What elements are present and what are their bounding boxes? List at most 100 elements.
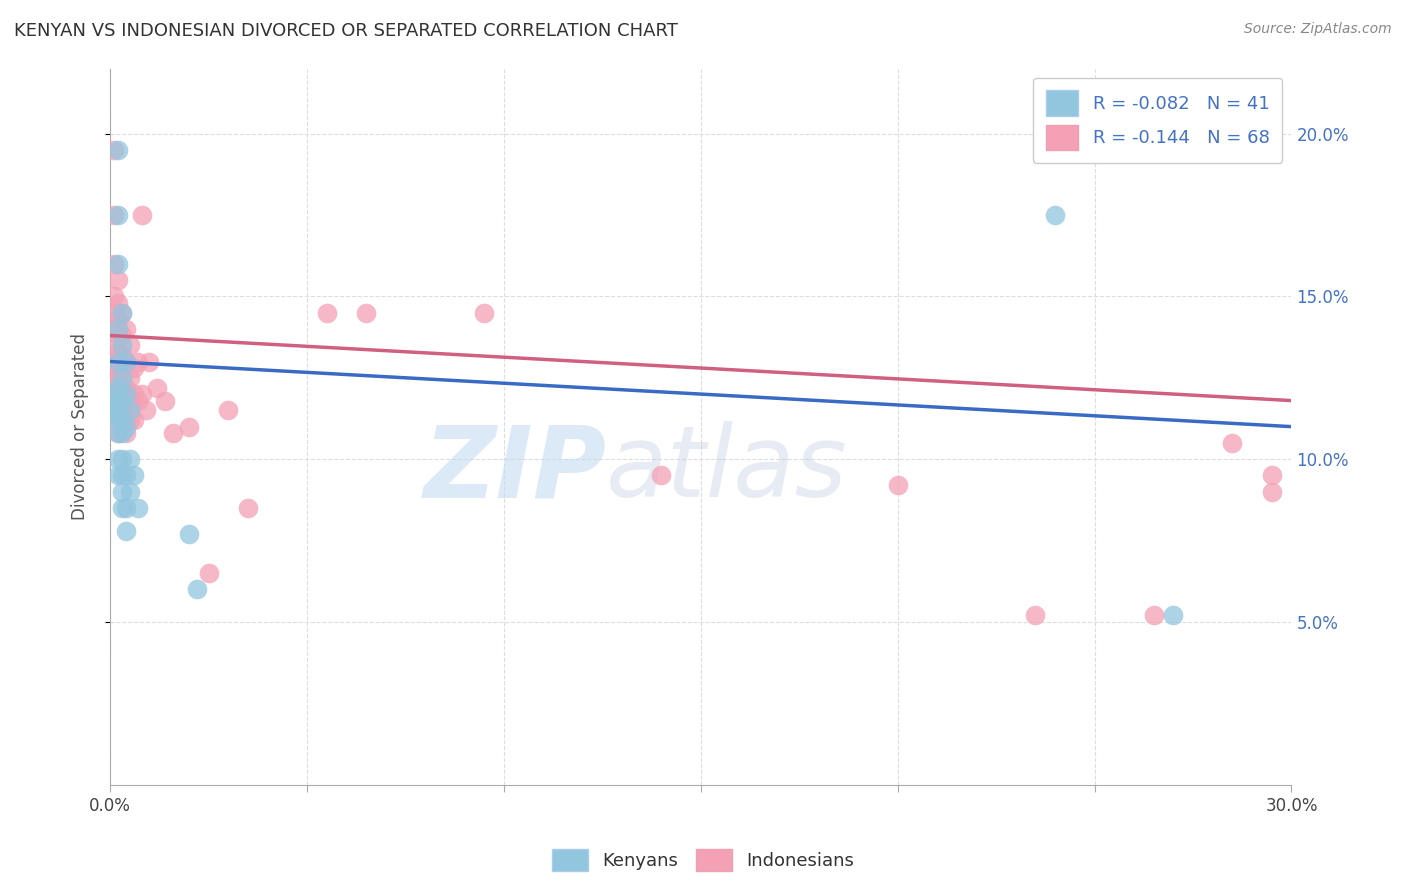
- Point: [111, 413, 134, 427]
- Point: [122, 361, 145, 376]
- Point: [103, 322, 125, 336]
- Point: [118, 413, 141, 427]
- Point: [107, 354, 129, 368]
- Point: [111, 426, 134, 441]
- Text: KENYAN VS INDONESIAN DIVORCED OR SEPARATED CORRELATION CHART: KENYAN VS INDONESIAN DIVORCED OR SEPARAT…: [14, 22, 678, 40]
- Point: [103, 387, 125, 401]
- Point: [107, 296, 129, 310]
- Point: [177, 527, 200, 541]
- Point: [111, 380, 134, 394]
- Point: [114, 413, 136, 427]
- Point: [103, 407, 125, 421]
- Text: atlas: atlas: [606, 421, 848, 518]
- Point: [114, 524, 136, 538]
- Point: [1261, 468, 1284, 483]
- Point: [118, 403, 141, 417]
- Legend: R = -0.082   N = 41, R = -0.144   N = 68: R = -0.082 N = 41, R = -0.144 N = 68: [1033, 78, 1282, 163]
- Point: [177, 419, 200, 434]
- Point: [107, 468, 129, 483]
- Point: [472, 306, 495, 320]
- Point: [103, 208, 125, 222]
- Point: [111, 338, 134, 352]
- Point: [103, 338, 125, 352]
- Point: [315, 306, 337, 320]
- Point: [131, 208, 153, 222]
- Point: [103, 371, 125, 385]
- Point: [103, 306, 125, 320]
- Point: [122, 468, 145, 483]
- Point: [114, 393, 136, 408]
- Point: [103, 289, 125, 303]
- Point: [1261, 484, 1284, 499]
- Point: [114, 419, 136, 434]
- Point: [127, 501, 149, 516]
- Point: [107, 380, 129, 394]
- Text: Source: ZipAtlas.com: Source: ZipAtlas.com: [1244, 22, 1392, 37]
- Point: [111, 371, 134, 385]
- Point: [107, 426, 129, 441]
- Point: [107, 452, 129, 467]
- Point: [107, 426, 129, 441]
- Point: [153, 393, 176, 408]
- Point: [111, 328, 134, 343]
- Point: [186, 582, 208, 597]
- Point: [111, 403, 134, 417]
- Point: [127, 393, 149, 408]
- Point: [107, 393, 129, 408]
- Point: [111, 484, 134, 499]
- Point: [107, 413, 129, 427]
- Point: [107, 380, 129, 394]
- Point: [1024, 608, 1046, 623]
- Point: [111, 393, 134, 408]
- Text: ZIP: ZIP: [423, 421, 606, 518]
- Point: [114, 501, 136, 516]
- Point: [162, 426, 184, 441]
- Point: [1043, 208, 1066, 222]
- Point: [111, 501, 134, 516]
- Point: [103, 257, 125, 271]
- Point: [1143, 608, 1166, 623]
- Point: [114, 354, 136, 368]
- Point: [103, 387, 125, 401]
- Point: [107, 208, 129, 222]
- Point: [1222, 436, 1244, 450]
- Point: [114, 468, 136, 483]
- Point: [886, 478, 908, 492]
- Point: [103, 400, 125, 414]
- Point: [111, 452, 134, 467]
- Point: [111, 413, 134, 427]
- Point: [127, 354, 149, 368]
- Point: [131, 387, 153, 401]
- Point: [107, 413, 129, 427]
- Point: [118, 393, 141, 408]
- Point: [118, 484, 141, 499]
- Point: [114, 380, 136, 394]
- Point: [118, 452, 141, 467]
- Point: [138, 354, 160, 368]
- Legend: Kenyans, Indonesians: Kenyans, Indonesians: [544, 842, 862, 879]
- Point: [114, 387, 136, 401]
- Point: [107, 273, 129, 287]
- Point: [107, 354, 129, 368]
- Point: [103, 393, 125, 408]
- Point: [107, 403, 129, 417]
- Point: [107, 322, 129, 336]
- Point: [107, 257, 129, 271]
- Y-axis label: Divorced or Separated: Divorced or Separated: [72, 333, 89, 520]
- Point: [118, 371, 141, 385]
- Point: [111, 393, 134, 408]
- Point: [1163, 608, 1185, 623]
- Point: [236, 501, 259, 516]
- Point: [103, 361, 125, 376]
- Point: [134, 403, 156, 417]
- Point: [107, 344, 129, 359]
- Point: [197, 566, 219, 581]
- Point: [217, 403, 239, 417]
- Point: [111, 348, 134, 362]
- Point: [111, 361, 134, 376]
- Point: [107, 143, 129, 157]
- Point: [122, 413, 145, 427]
- Point: [650, 468, 672, 483]
- Point: [146, 380, 169, 394]
- Point: [107, 312, 129, 326]
